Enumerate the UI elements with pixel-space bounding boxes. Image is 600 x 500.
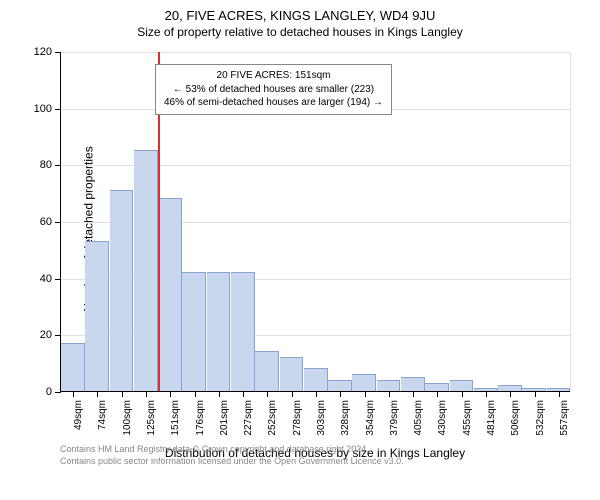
y-tick [55, 392, 61, 393]
y-tick-label: 60 [22, 216, 52, 228]
x-tick-label: 49sqm [73, 400, 84, 450]
footer: Contains HM Land Registry data © Crown c… [60, 444, 570, 467]
y-tick-label: 100 [22, 103, 52, 115]
y-tick-label: 20 [22, 329, 52, 341]
x-tick [316, 391, 317, 397]
x-tick-label: 354sqm [365, 400, 376, 450]
histogram-bar [352, 374, 376, 391]
title-sub: Size of property relative to detached ho… [0, 23, 600, 39]
histogram-bar [231, 272, 255, 391]
histogram-bar [207, 272, 231, 391]
histogram-bar [401, 377, 425, 391]
histogram-bar [450, 380, 474, 391]
x-tick-label: 455sqm [462, 400, 473, 450]
histogram-bar [280, 357, 304, 391]
x-tick-label: 303sqm [316, 400, 327, 450]
x-tick [389, 391, 390, 397]
y-tick [55, 109, 61, 110]
x-tick [535, 391, 536, 397]
y-tick [55, 335, 61, 336]
title-main: 20, FIVE ACRES, KINGS LANGLEY, WD4 9JU [0, 0, 600, 23]
info-box: 20 FIVE ACRES: 151sqm ← 53% of detached … [155, 64, 392, 115]
y-tick-label: 80 [22, 159, 52, 171]
x-tick-label: 176sqm [195, 400, 206, 450]
x-tick [413, 391, 414, 397]
x-tick-label: 151sqm [170, 400, 181, 450]
histogram-bar [425, 383, 449, 392]
y-tick-label: 0 [22, 386, 52, 398]
x-tick-label: 328sqm [340, 400, 351, 450]
x-tick-label: 379sqm [389, 400, 400, 450]
x-tick-label: 506sqm [510, 400, 521, 450]
histogram-bar [255, 351, 279, 391]
x-tick [97, 391, 98, 397]
x-tick [170, 391, 171, 397]
x-tick [292, 391, 293, 397]
footer-line-1: Contains HM Land Registry data © Crown c… [60, 444, 570, 456]
x-tick [73, 391, 74, 397]
x-tick [122, 391, 123, 397]
x-tick [486, 391, 487, 397]
y-tick [55, 222, 61, 223]
x-tick [559, 391, 560, 397]
x-tick-label: 252sqm [267, 400, 278, 450]
histogram-bar [158, 198, 182, 391]
x-tick-label: 532sqm [535, 400, 546, 450]
histogram-bar [182, 272, 206, 391]
y-tick [55, 52, 61, 53]
histogram-bar [304, 368, 328, 391]
histogram-bar [134, 150, 158, 391]
y-tick [55, 165, 61, 166]
y-tick [55, 279, 61, 280]
x-tick-label: 481sqm [486, 400, 497, 450]
histogram-bar [377, 380, 401, 391]
x-tick [219, 391, 220, 397]
y-tick-label: 120 [22, 46, 52, 58]
x-tick-label: 201sqm [219, 400, 230, 450]
y-tick-label: 40 [22, 273, 52, 285]
info-line-2: ← 53% of detached houses are smaller (22… [164, 83, 383, 97]
x-tick-label: 430sqm [437, 400, 448, 450]
x-tick [267, 391, 268, 397]
x-tick-label: 227sqm [243, 400, 254, 450]
x-tick-label: 405sqm [413, 400, 424, 450]
x-tick-label: 125sqm [146, 400, 157, 450]
footer-line-2: Contains public sector information licen… [60, 456, 570, 468]
info-line-1: 20 FIVE ACRES: 151sqm [164, 69, 383, 83]
histogram-bar [85, 241, 109, 391]
x-tick-label: 74sqm [97, 400, 108, 450]
x-tick-label: 557sqm [559, 400, 570, 450]
histogram-bar [328, 380, 352, 391]
x-tick [510, 391, 511, 397]
plot-top-border [61, 52, 570, 53]
x-tick [437, 391, 438, 397]
histogram-bar [61, 343, 85, 391]
x-tick [243, 391, 244, 397]
x-tick-label: 100sqm [122, 400, 133, 450]
x-tick [340, 391, 341, 397]
x-tick [462, 391, 463, 397]
x-tick [365, 391, 366, 397]
x-tick [146, 391, 147, 397]
x-tick-label: 278sqm [292, 400, 303, 450]
x-tick [195, 391, 196, 397]
histogram-bar [110, 190, 134, 391]
info-line-3: 46% of semi-detached houses are larger (… [164, 96, 383, 110]
